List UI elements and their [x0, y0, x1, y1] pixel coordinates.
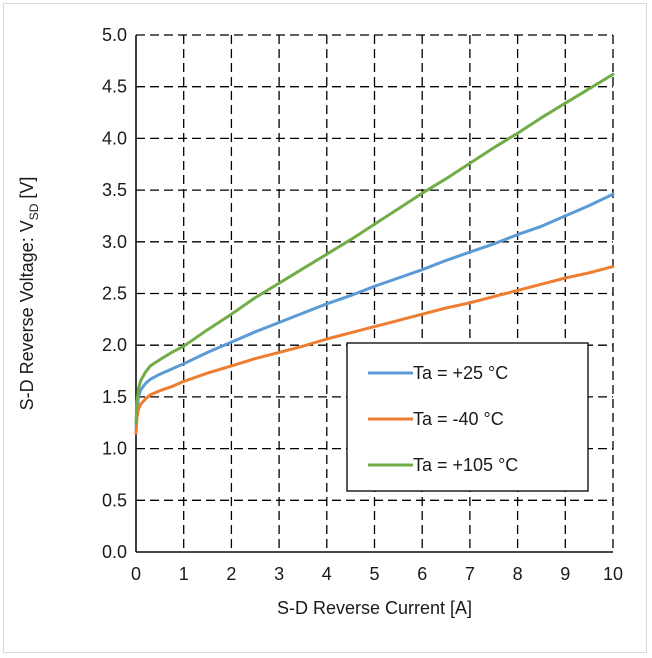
y-tick-label: 1.0	[102, 439, 127, 459]
y-axis-title-subscript: SD	[27, 203, 41, 220]
x-axis-title: S-D Reverse Current [A]	[277, 598, 472, 618]
y-tick-label: 2.0	[102, 335, 127, 355]
y-tick-label: 4.0	[102, 128, 127, 148]
y-tick-label: 0.5	[102, 490, 127, 510]
y-tick-label: 3.0	[102, 232, 127, 252]
y-tick-label: 1.5	[102, 387, 127, 407]
x-tick-label: 3	[274, 564, 284, 584]
y-axis-title-suffix: [V]	[17, 177, 37, 204]
legend: Ta = +25 °C Ta = -40 °C Ta = +105 °C	[346, 342, 589, 492]
legend-label: Ta = -40 °C	[413, 409, 504, 429]
y-tick-label: 3.5	[102, 180, 127, 200]
y-tick-label: 2.5	[102, 284, 127, 304]
x-tick-labels: 0 1 2 3 4 5 6 7 8 9 10	[131, 564, 623, 584]
y-axis-title-prefix: S-D Reverse Voltage: V	[17, 220, 37, 410]
x-tick-label: 1	[179, 564, 189, 584]
x-tick-label: 0	[131, 564, 141, 584]
series-line	[134, 72, 615, 425]
x-tick-label: 2	[226, 564, 236, 584]
x-tick-label: 5	[369, 564, 379, 584]
x-tick-label: 8	[513, 564, 523, 584]
x-tick-label: 10	[603, 564, 623, 584]
y-tick-label: 4.5	[102, 77, 127, 97]
y-axis-title: S-D Reverse Voltage: VSD [V]	[17, 177, 41, 411]
x-tick-label: 6	[417, 564, 427, 584]
y-tick-label: 5.0	[102, 25, 127, 45]
series-line	[134, 265, 615, 435]
series-layer	[134, 72, 615, 435]
y-tick-labels: 0.0 0.5 1.0 1.5 2.0 2.5 3.0 3.5 4.0 4.5 5.0	[102, 25, 127, 562]
x-tick-label: 9	[560, 564, 570, 584]
x-tick-label: 4	[322, 564, 332, 584]
legend-label: Ta = +25 °C	[413, 363, 508, 383]
x-tick-label: 7	[465, 564, 475, 584]
y-tick-label: 0.0	[102, 542, 127, 562]
series-line	[134, 192, 615, 430]
legend-label: Ta = +105 °C	[413, 455, 518, 475]
chart-frame	[3, 3, 647, 653]
